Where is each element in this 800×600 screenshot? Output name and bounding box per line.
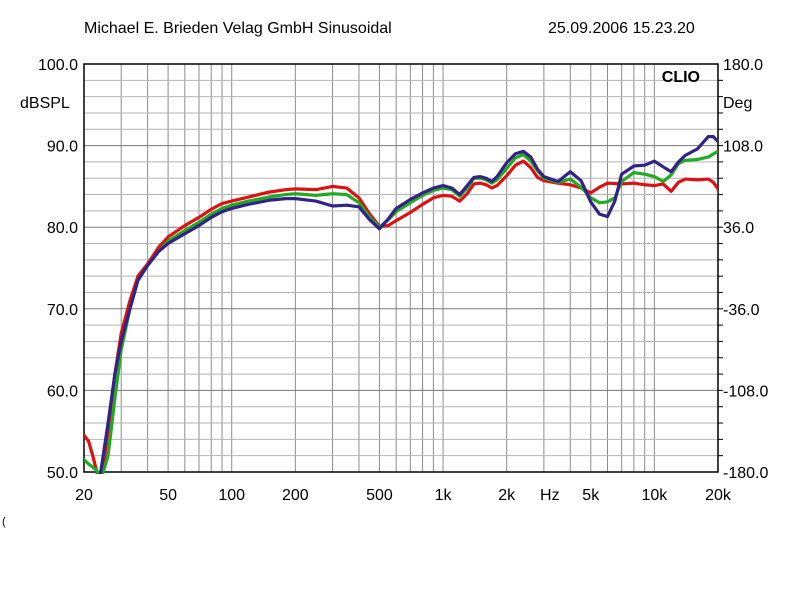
x-tick-label: 2k [498, 487, 516, 504]
x-tick-label: 20k [705, 487, 732, 504]
y-tick-label: 50.0 [47, 465, 78, 482]
x-tick-label: 20 [75, 487, 93, 504]
clio-brand-label: CLIO [662, 69, 700, 86]
y-tick-label: 70.0 [47, 302, 78, 319]
y-right-tick-label: 108.0 [723, 139, 763, 156]
x-tick-label: 1k [435, 487, 453, 504]
y-tick-label: 60.0 [47, 383, 78, 400]
series-line-3 [98, 135, 718, 474]
x-tick-label: 100 [218, 487, 245, 504]
x-tick-label: 50 [159, 487, 177, 504]
x-tick-label: 5k [582, 487, 600, 504]
label-layer: 100.0 90.0 80.0 70.0 60.0 50.0 180.0 108.0 36.0 -… [20, 57, 768, 504]
header-timestamp: 25.09.2006 15.23.20 [548, 20, 695, 37]
x-tick-label: 500 [366, 487, 393, 504]
y-right-axis-label: Deg [723, 95, 752, 112]
stray-mark: ( [2, 516, 6, 528]
x-tick-label: 200 [282, 487, 309, 504]
y-tick-label: 100.0 [38, 57, 78, 74]
y-right-tick-label: -36.0 [723, 302, 760, 319]
series-line-1 [84, 159, 718, 474]
series-line-2 [84, 149, 718, 474]
series-layer [84, 135, 718, 474]
y-tick-label: 90.0 [47, 139, 78, 156]
y-right-tick-label: 36.0 [723, 220, 754, 237]
y-right-tick-label: 180.0 [723, 57, 763, 74]
grid-lines [84, 64, 723, 472]
y-right-tick-label: -108.0 [723, 383, 768, 400]
header-left: Michael E. Brieden Velag GmbH Sinusoidal [84, 20, 392, 37]
y-axis-label: dBSPL [20, 95, 70, 112]
y-tick-label: 80.0 [47, 220, 78, 237]
x-unit-label: Hz [540, 487, 560, 504]
y-right-tick-label: -180.0 [723, 465, 768, 482]
plot-frame [83, 63, 719, 473]
x-tick-label: 10k [641, 487, 668, 504]
